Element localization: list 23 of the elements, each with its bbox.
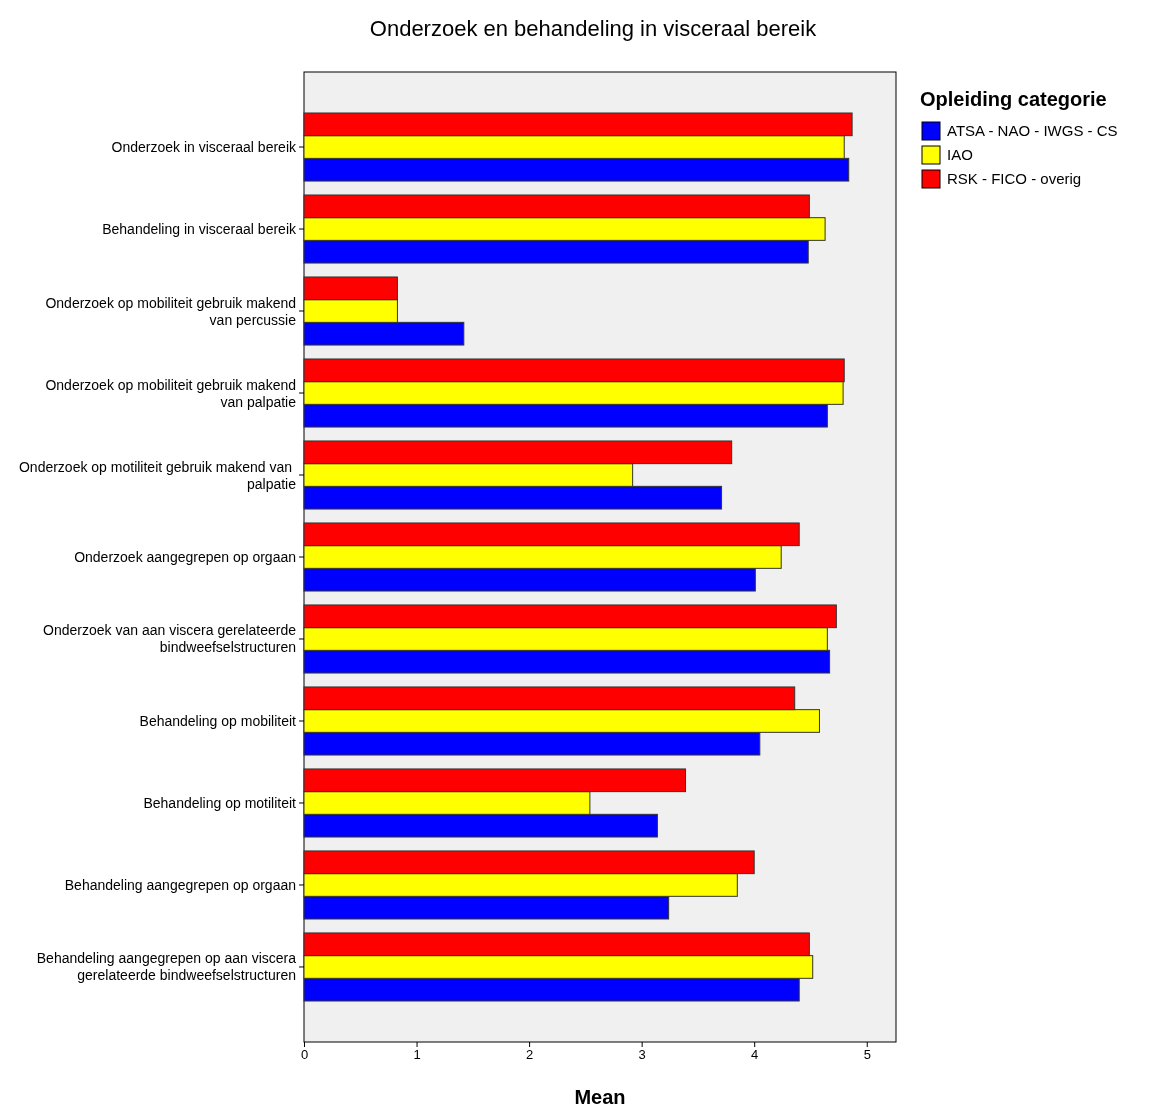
y-tick-label: Onderzoek aangegrepen op orgaan [74, 549, 296, 565]
y-tick-label: Onderzoek van aan viscera gerelateerde bindweefselstructuren [43, 622, 297, 656]
y-tick-label: Onderzoek op motiliteit gebruik makend van palpatie [18, 458, 297, 492]
x-tick-label: 0 [300, 1047, 309, 1063]
y-tick-label: Onderzoek op mobiliteit gebruik makend van percussie [45, 294, 297, 328]
x-tick-label: 2 [525, 1047, 534, 1063]
y-tick-label: Onderzoek in visceraal bereik [111, 139, 297, 156]
y-tick-label: Behandeling op mobiliteit [139, 712, 297, 729]
x-tick-label: 5 [863, 1047, 871, 1063]
y-tick-label: Behandeling in visceraal bereik [102, 221, 297, 238]
y-tick-label: Behandeling aangegrepen op aan viscera gerelateerde bindweefselstructuren [36, 950, 297, 984]
y-tick-label: Behandeling aangegrepen op orgaan [64, 876, 296, 893]
legend-title: Opleiding categorie [920, 88, 1107, 110]
x-axis-title: Mean [574, 1086, 626, 1108]
legend-label: ATSA - NAO - IWGS - CS [947, 122, 1118, 139]
legend-label: IAO [947, 146, 973, 163]
chart-title: Onderzoek en behandeling in visceraal bereik [369, 16, 818, 41]
y-tick-label: Onderzoek op mobiliteit gebruik makend van palpatie [45, 376, 297, 410]
legend-label: RSK - FICO - overig [947, 170, 1082, 187]
x-tick-label: 3 [638, 1047, 646, 1063]
y-tick-label: Behandeling op motiliteit [143, 794, 297, 811]
x-tick-label: 4 [751, 1047, 759, 1063]
x-tick-label: 1 [413, 1047, 421, 1063]
